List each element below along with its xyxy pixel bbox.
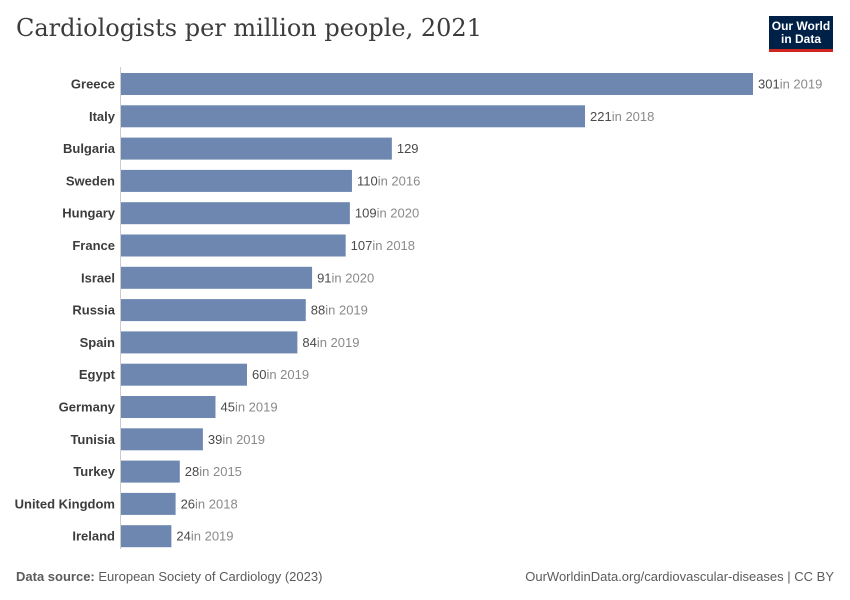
bar[interactable] (121, 137, 392, 160)
bar[interactable] (121, 460, 180, 483)
value-label: 301in 2019 (758, 77, 822, 92)
bar[interactable] (121, 492, 176, 515)
bar[interactable] (121, 299, 306, 322)
bar[interactable] (121, 73, 753, 95)
bar[interactable] (121, 266, 313, 289)
category-label: France (72, 238, 115, 253)
chart-title: Cardiologists per million people, 2021 (16, 14, 482, 42)
category-label: Spain (80, 335, 115, 350)
category-label: Tunisia (70, 432, 115, 447)
data-source-text: European Society of Cardiology (2023) (98, 569, 323, 584)
bar[interactable] (121, 105, 586, 128)
value-label: 129 (397, 141, 419, 156)
bar[interactable] (121, 169, 352, 192)
bar[interactable] (121, 363, 247, 386)
value-label: 221in 2018 (590, 109, 654, 124)
value-label: 24in 2019 (176, 529, 233, 544)
value-label: 110in 2016 (357, 173, 420, 188)
bar[interactable] (121, 525, 172, 548)
category-label: Ireland (72, 529, 115, 544)
category-label: Russia (72, 303, 115, 318)
value-label: 88in 2019 (311, 303, 368, 318)
category-label: Bulgaria (63, 141, 116, 156)
value-label: 107in 2018 (351, 238, 415, 253)
bar[interactable] (121, 396, 216, 418)
value-label: 28in 2015 (185, 464, 242, 479)
data-source-label: Data source: (16, 569, 95, 584)
category-label: Hungary (62, 206, 116, 221)
logo-line-1: Our World (771, 19, 831, 33)
bar[interactable] (121, 234, 346, 257)
bar[interactable] (121, 202, 350, 225)
category-label: Sweden (66, 173, 115, 188)
category-label: Italy (89, 109, 116, 124)
category-label: Israel (81, 270, 115, 285)
source-url-link[interactable]: OurWorldinData.org/cardiovascular-diseas… (525, 569, 834, 584)
logo-line-2: in Data (780, 32, 821, 46)
value-label: 84in 2019 (302, 335, 359, 350)
value-label: 109in 2020 (355, 206, 419, 221)
category-label: Germany (59, 400, 116, 415)
owid-logo[interactable]: Our World in Data (769, 16, 833, 52)
category-label: Turkey (73, 464, 115, 479)
value-label: 26in 2018 (181, 496, 238, 511)
category-label: United Kingdom (15, 496, 115, 511)
bar[interactable] (121, 331, 298, 354)
data-source: Data source: European Society of Cardiol… (16, 569, 322, 584)
category-label: Egypt (79, 367, 116, 382)
bar[interactable] (121, 428, 203, 451)
value-label: 91in 2020 (317, 270, 374, 285)
category-label: Greece (71, 77, 115, 92)
value-label: 45in 2019 (220, 400, 277, 415)
value-label: 60in 2019 (252, 367, 309, 382)
value-label: 39in 2019 (208, 432, 265, 447)
